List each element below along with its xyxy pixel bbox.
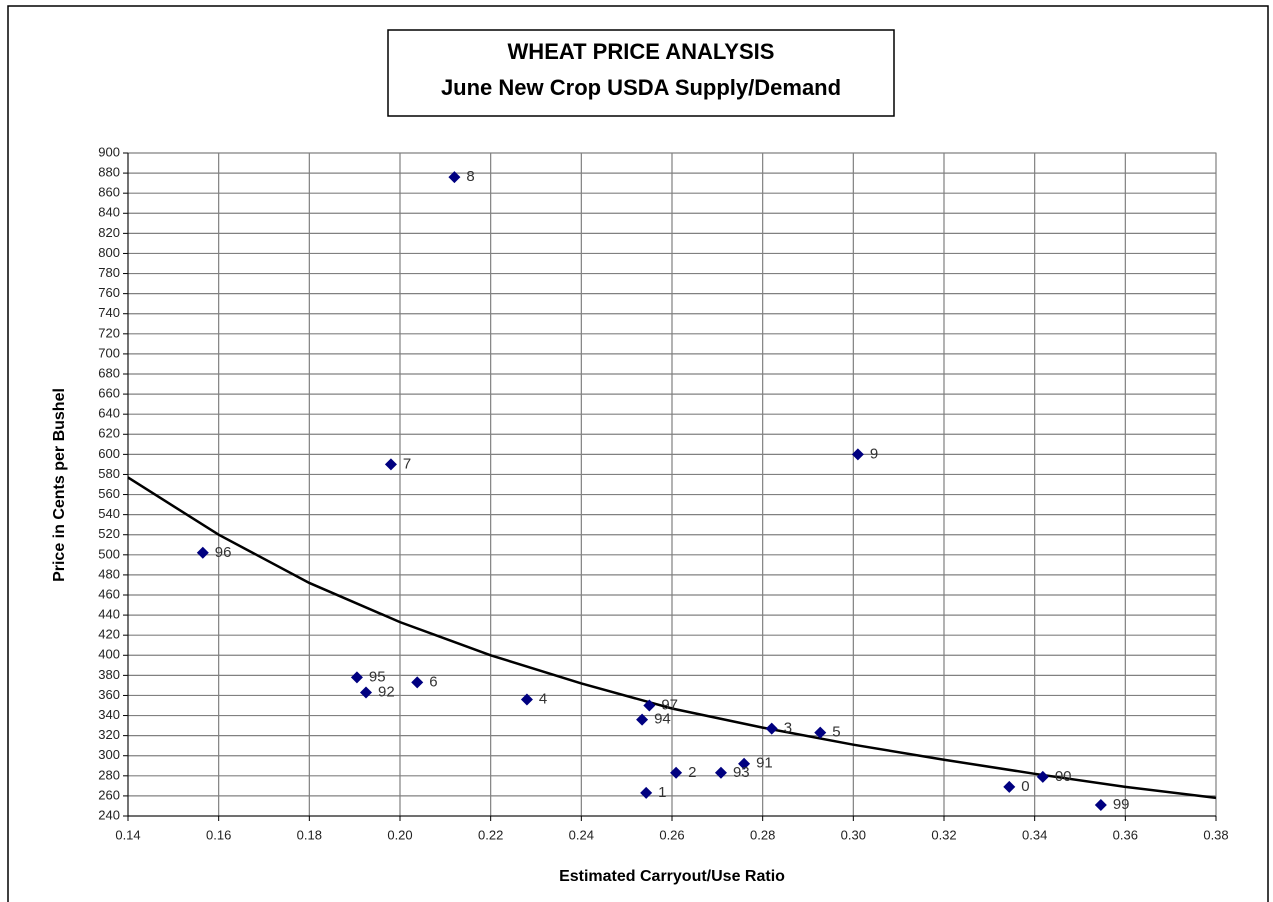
x-tick-label: 0.14 xyxy=(115,827,140,842)
y-tick-label: 480 xyxy=(98,566,120,581)
y-tick-label: 820 xyxy=(98,225,120,240)
chart-subtitle: June New Crop USDA Supply/Demand xyxy=(441,75,841,100)
point-label: 94 xyxy=(654,711,671,728)
point-label: 96 xyxy=(215,544,232,561)
point-label: 0 xyxy=(1021,778,1029,795)
point-label: 6 xyxy=(429,673,437,690)
chart-title: WHEAT PRICE ANALYSIS xyxy=(508,39,775,64)
x-tick-label: 0.26 xyxy=(659,827,684,842)
y-tick-label: 400 xyxy=(98,647,120,662)
point-label: 9 xyxy=(870,445,878,462)
y-tick-label: 720 xyxy=(98,325,120,340)
y-tick-label: 840 xyxy=(98,205,120,220)
point-label: 93 xyxy=(733,764,750,781)
x-tick-label: 0.22 xyxy=(478,827,503,842)
point xyxy=(738,757,751,770)
x-tick-label: 0.28 xyxy=(750,827,775,842)
x-tick-label: 0.18 xyxy=(297,827,322,842)
y-tick-label: 700 xyxy=(98,345,120,360)
y-tick-label: 440 xyxy=(98,607,120,622)
y-axis-label: Price in Cents per Bushel xyxy=(51,388,68,582)
point xyxy=(384,458,397,471)
point-label: 92 xyxy=(378,683,395,700)
y-tick-label: 620 xyxy=(98,426,120,441)
y-tick-label: 540 xyxy=(98,506,120,521)
point-label: 91 xyxy=(756,755,773,772)
point-label: 95 xyxy=(369,668,386,685)
x-tick-label: 0.24 xyxy=(569,827,594,842)
y-tick-label: 660 xyxy=(98,386,120,401)
point xyxy=(814,726,827,739)
point-label: 99 xyxy=(1113,796,1130,813)
y-tick-label: 860 xyxy=(98,185,120,200)
y-tick-label: 520 xyxy=(98,526,120,541)
x-tick-label: 0.34 xyxy=(1022,827,1047,842)
y-tick-label: 420 xyxy=(98,627,120,642)
point-label: 97 xyxy=(661,696,678,713)
y-tick-label: 360 xyxy=(98,687,120,702)
y-tick-label: 760 xyxy=(98,285,120,300)
y-tick-label: 500 xyxy=(98,546,120,561)
x-tick-label: 0.20 xyxy=(387,827,412,842)
point xyxy=(670,766,683,779)
y-tick-label: 320 xyxy=(98,727,120,742)
point xyxy=(196,546,209,559)
point-label: 5 xyxy=(832,724,840,741)
x-tick-label: 0.36 xyxy=(1113,827,1138,842)
point-label: 8 xyxy=(466,168,474,185)
point xyxy=(360,686,372,699)
point-label: 7 xyxy=(403,455,411,472)
y-tick-label: 680 xyxy=(98,365,120,380)
y-tick-label: 580 xyxy=(98,466,120,481)
point xyxy=(643,699,656,712)
point xyxy=(448,171,461,184)
x-tick-label: 0.32 xyxy=(931,827,956,842)
point xyxy=(1094,798,1107,811)
point xyxy=(636,713,649,726)
y-tick-label: 880 xyxy=(98,165,120,180)
y-tick-label: 460 xyxy=(98,586,120,601)
y-tick-label: 240 xyxy=(98,807,120,822)
title-box xyxy=(387,29,895,117)
point xyxy=(1003,780,1016,793)
point-label: 4 xyxy=(539,690,547,707)
x-tick-label: 0.30 xyxy=(841,827,866,842)
y-tick-label: 900 xyxy=(98,144,120,159)
y-tick-label: 640 xyxy=(98,406,120,421)
y-tick-label: 380 xyxy=(98,667,120,682)
y-tick-label: 340 xyxy=(98,707,120,722)
point-label: 1 xyxy=(658,784,666,801)
x-axis-label: Estimated Carryout/Use Ratio xyxy=(559,868,785,885)
point xyxy=(851,448,864,461)
point-label: 3 xyxy=(784,720,792,737)
point xyxy=(520,693,533,706)
y-tick-label: 780 xyxy=(98,265,120,280)
point xyxy=(714,766,727,779)
y-tick-label: 560 xyxy=(98,486,120,501)
point xyxy=(765,722,778,735)
point-label: 00 xyxy=(1055,768,1072,785)
y-tick-label: 300 xyxy=(98,747,120,762)
point xyxy=(411,676,424,689)
x-tick-label: 0.16 xyxy=(206,827,231,842)
point xyxy=(1036,770,1049,783)
y-tick-label: 800 xyxy=(98,245,120,260)
y-tick-label: 280 xyxy=(98,767,120,782)
point xyxy=(350,671,363,684)
y-tick-label: 600 xyxy=(98,446,120,461)
x-tick-label: 0.38 xyxy=(1203,827,1228,842)
point xyxy=(640,786,653,799)
point-label: 2 xyxy=(688,764,696,781)
y-tick-label: 260 xyxy=(98,787,120,802)
trendline xyxy=(127,476,1217,800)
y-tick-label: 740 xyxy=(98,305,120,320)
